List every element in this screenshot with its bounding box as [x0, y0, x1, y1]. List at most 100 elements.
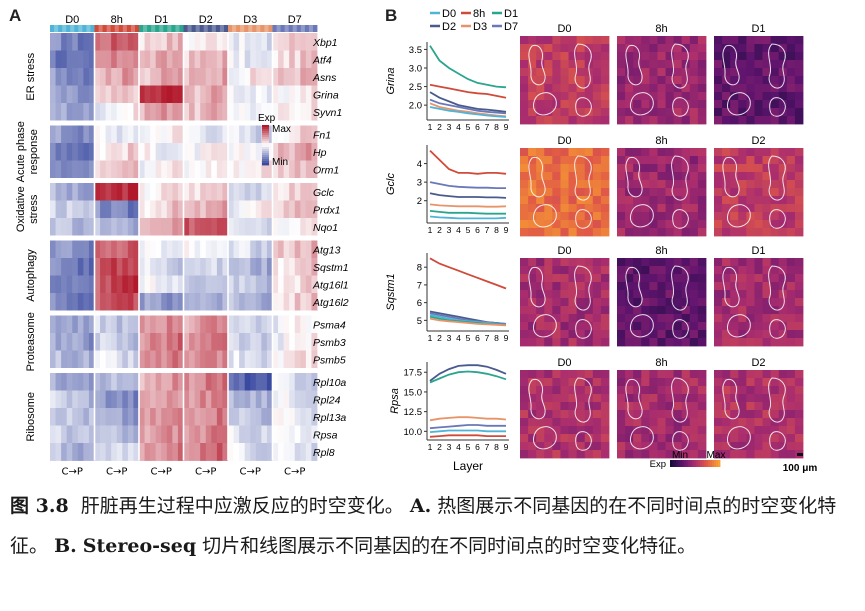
gene-label-Psmb3: Psmb3	[313, 337, 346, 349]
colorbar-step	[670, 460, 673, 467]
heatmap-cell	[166, 390, 173, 409]
timepoint-bar-segment	[134, 25, 140, 32]
tile-pixel	[552, 426, 561, 435]
tile-pixel	[568, 386, 578, 395]
heatmap-cell	[261, 293, 268, 311]
tile-pixel	[544, 212, 553, 221]
timepoint-bar-segment	[159, 25, 164, 32]
vessel-outline	[672, 431, 689, 451]
heatmap-cell	[289, 293, 296, 311]
timepoint-bar-segment	[195, 25, 201, 32]
tile-pixel	[657, 36, 666, 45]
timepoint-bar-segment	[143, 25, 148, 32]
series-line-Rpsa-D3	[429, 416, 507, 422]
tile-pixel	[697, 212, 707, 221]
tile-pixel	[584, 204, 594, 213]
heatmap-cell	[250, 183, 257, 201]
tile-pixel	[778, 322, 788, 331]
heatmap-cell	[88, 85, 95, 104]
heatmap-cell	[172, 240, 179, 259]
heatmap-cell	[155, 50, 162, 69]
timepoint-bar-segment	[232, 25, 237, 32]
tile-pixel	[520, 100, 529, 109]
legend-gradient-step	[262, 159, 269, 162]
tile-pixel	[746, 290, 755, 299]
heatmap-cell	[261, 425, 268, 444]
tile-pixel	[536, 426, 545, 435]
timepoint-bar-segment	[308, 25, 314, 32]
tile-pixel	[681, 36, 691, 45]
heatmap-cell	[155, 333, 162, 351]
tile-pixel	[754, 156, 763, 165]
heatmap-cell	[100, 68, 107, 86]
heatmap-cell	[278, 103, 285, 121]
heatmap-cell	[72, 125, 79, 144]
heatmap-cell	[150, 275, 157, 294]
tile-pixel	[520, 370, 529, 379]
tile-pixel	[794, 298, 804, 307]
tile-pixel	[657, 92, 666, 101]
tile-pixel	[689, 338, 699, 347]
timepoint-bar-segment	[187, 25, 192, 32]
heatmap-cell	[222, 218, 229, 236]
tile-pixel	[560, 172, 569, 181]
tile-pixel	[633, 60, 642, 69]
heatmap-cell	[105, 275, 112, 294]
legend-label-D0: D0	[442, 8, 456, 20]
tile-pixel	[770, 450, 780, 459]
heatmap-cell	[122, 390, 129, 409]
heatmap-cell	[205, 315, 212, 334]
heatmap-cell	[255, 143, 262, 161]
tile-pixel	[552, 306, 561, 315]
tile-pixel	[786, 402, 796, 411]
tile-pixel	[681, 108, 691, 117]
y-tick-label: 12.5	[404, 407, 423, 418]
tile-pixel	[778, 306, 788, 315]
heatmap-cell	[200, 390, 207, 409]
tile-pixel	[576, 322, 586, 331]
tile-pixel	[641, 298, 650, 307]
tile-pixel	[544, 298, 553, 307]
heatmap-cell	[205, 50, 212, 69]
tile-pixel	[665, 228, 675, 237]
heatmap-cell	[289, 183, 296, 201]
heatmap-cell	[300, 183, 307, 201]
heatmap-cell	[127, 350, 134, 369]
tile-pixel	[722, 258, 731, 267]
heatmap-cell	[311, 293, 318, 311]
heatmap-cell	[300, 85, 307, 104]
heatmap-cell	[272, 315, 279, 334]
colorbar-max: Max	[707, 450, 726, 461]
heatmap-cell	[150, 218, 157, 236]
heatmap-cell	[172, 275, 179, 294]
tile-pixel	[641, 426, 650, 435]
tile-pixel	[794, 314, 804, 323]
tile-pixel	[625, 330, 634, 339]
tile-pixel	[536, 228, 545, 237]
tile-pixel	[641, 258, 650, 267]
tile-pixel	[778, 100, 788, 109]
heatmap-cell	[177, 350, 184, 369]
heatmap-cell	[261, 408, 268, 426]
heatmap-cell	[289, 160, 296, 179]
heatmap-cell	[88, 68, 95, 86]
heatmap-cell	[66, 200, 73, 219]
heatmap-cell	[72, 218, 79, 236]
heatmap-cell	[239, 85, 246, 104]
heatmap-cell	[139, 425, 145, 444]
tile-pixel	[681, 442, 691, 451]
gene-label-Syvn1: Syvn1	[313, 107, 342, 119]
tile-pixel	[576, 84, 586, 93]
heatmap-cell	[300, 443, 307, 461]
tile-pixel	[617, 450, 626, 459]
heatmap-cell	[100, 443, 107, 461]
timepoint-bar-segment	[288, 25, 294, 32]
heatmap-cell	[183, 85, 190, 104]
heatmap-cell	[55, 33, 62, 51]
timepoint-bar-segment	[66, 25, 71, 32]
x-tick-label: 2	[437, 442, 442, 452]
heatmap-cell	[172, 50, 179, 69]
heatmap-cell	[77, 333, 84, 351]
heatmap-cell	[200, 258, 207, 276]
heatmap-cell	[127, 258, 134, 276]
